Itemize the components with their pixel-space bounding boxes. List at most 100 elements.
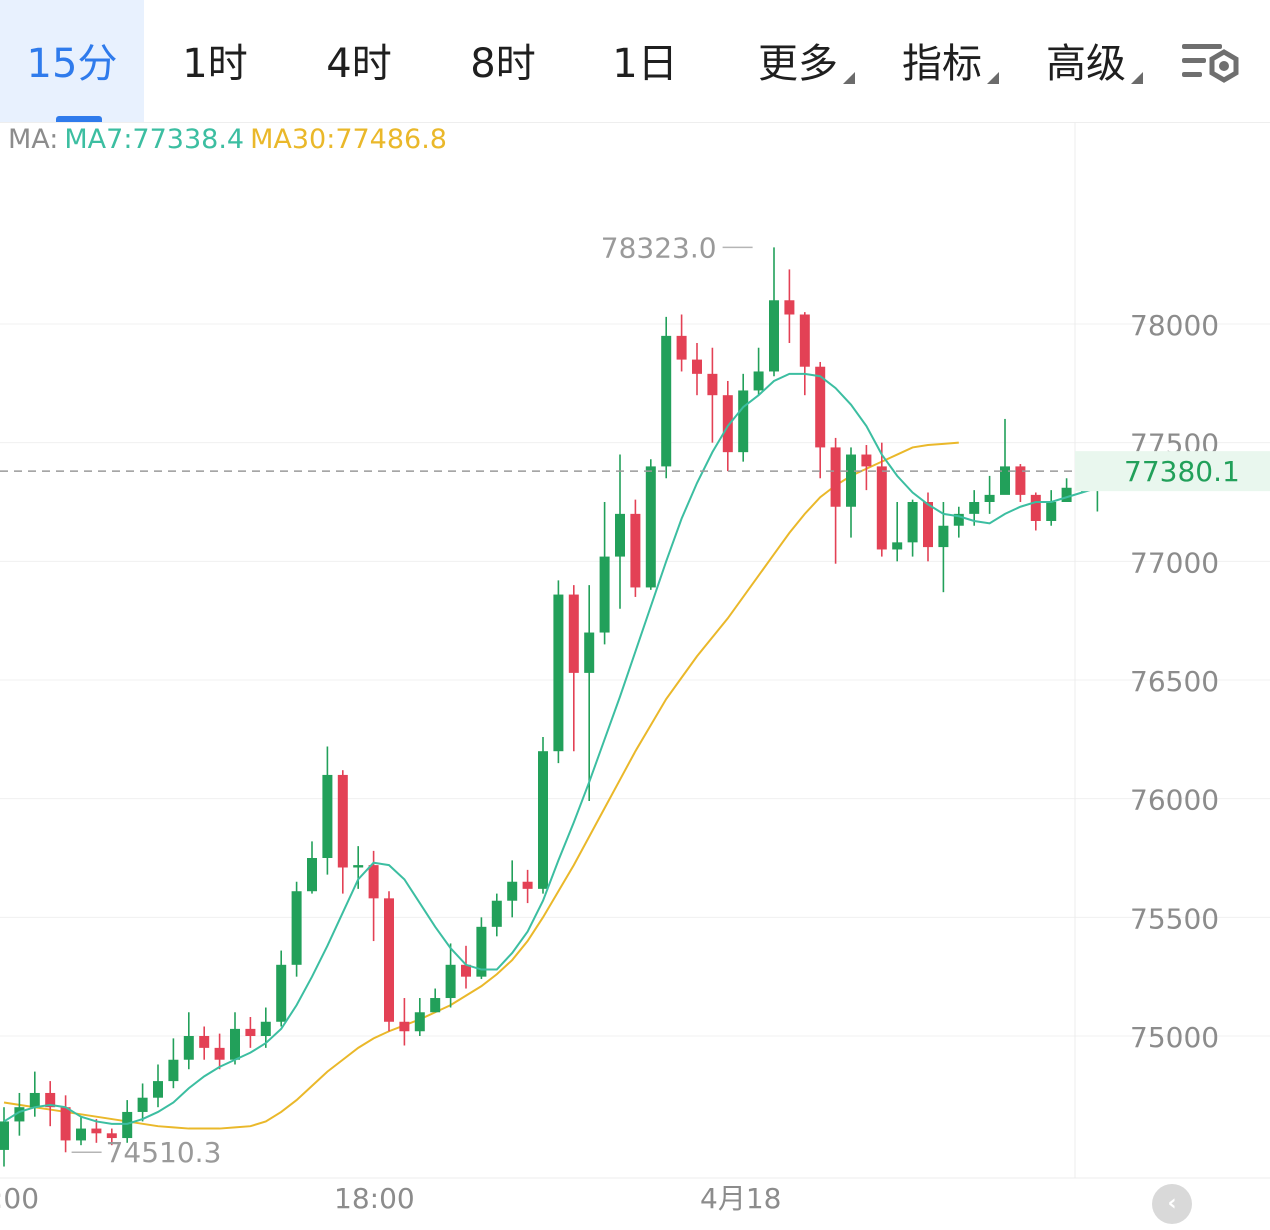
dropdown-caret-icon	[987, 72, 999, 84]
bullish-candle	[615, 454, 625, 609]
candle-body	[876, 466, 887, 550]
bullish-candle	[538, 736, 548, 894]
bullish-candle	[645, 459, 656, 590]
time-tick-label: 4月18	[700, 1182, 781, 1215]
tab-label: 15分	[26, 41, 118, 87]
bullish-candle	[584, 585, 595, 802]
ma7-value: MA7:77338.4	[64, 124, 245, 155]
collapse-button[interactable]: ‹	[1152, 1184, 1192, 1224]
candle-body	[183, 1036, 194, 1060]
bearish-candle	[60, 1095, 71, 1153]
candle-body	[553, 594, 564, 752]
price-tick-label: 77000	[1130, 546, 1219, 579]
bullish-candle	[892, 502, 903, 562]
bearish-candle	[707, 347, 718, 443]
candle-body	[907, 502, 918, 543]
candle-body	[1046, 502, 1057, 521]
candle-body	[91, 1128, 102, 1134]
bearish-candle	[876, 442, 887, 557]
bearish-candle	[830, 437, 841, 564]
candle-body	[1000, 466, 1010, 495]
tab-4h[interactable]: 4时	[304, 0, 414, 122]
candle-body	[846, 454, 856, 507]
tab-indicators-dropdown[interactable]: 指标	[882, 0, 1002, 122]
bearish-candle	[630, 499, 641, 597]
candle-body	[45, 1092, 56, 1108]
candle-body	[384, 898, 394, 1022]
low-price-label: 74510.3	[106, 1136, 222, 1169]
bullish-candle	[846, 447, 856, 538]
candle-body	[507, 881, 518, 901]
candle-body	[1061, 487, 1072, 502]
candle-body	[630, 513, 641, 588]
candle-body	[938, 525, 949, 548]
bearish-candle	[692, 342, 702, 396]
bullish-candle	[29, 1071, 40, 1117]
ma-prefix: MA:	[8, 124, 59, 155]
candle-body	[892, 542, 903, 550]
tab-1h[interactable]: 1时	[160, 0, 270, 122]
candle-body	[368, 865, 379, 899]
bearish-candle	[522, 869, 533, 904]
bullish-candle	[14, 1092, 25, 1136]
bearish-candle	[337, 770, 348, 894]
last-price-label: 77380.1	[1124, 455, 1240, 488]
bullish-candle	[969, 490, 980, 526]
candle-body	[784, 300, 795, 315]
active-tab-indicator	[56, 116, 102, 122]
candle-body	[461, 964, 471, 977]
candle-body	[230, 1028, 240, 1060]
bullish-candle	[153, 1064, 163, 1108]
bearish-candle	[106, 1128, 117, 1146]
tab-advanced-dropdown[interactable]: 高级	[1026, 0, 1146, 122]
settings-gear-icon	[1182, 44, 1239, 83]
tab-label: 高级	[1046, 41, 1126, 87]
extreme-markers: 78323.0 74510.3	[71, 231, 753, 1169]
bullish-candle	[307, 841, 317, 894]
bullish-candle	[122, 1100, 133, 1143]
candle-body	[260, 1021, 271, 1036]
settings-button[interactable]	[1180, 38, 1242, 90]
tab-label: 指标	[902, 41, 982, 87]
candle-body	[522, 881, 533, 889]
time-axis: :00 18:00 4月18	[0, 1182, 781, 1215]
high-price-label: 78323.0	[601, 231, 717, 264]
candle-body	[322, 774, 333, 858]
candle-body	[76, 1128, 86, 1141]
bullish-candle	[661, 316, 672, 479]
bullish-candle	[230, 1012, 240, 1065]
tab-8h[interactable]: 8时	[448, 0, 558, 122]
bullish-candle	[907, 499, 918, 557]
candle-body	[353, 865, 364, 868]
tab-more-dropdown[interactable]: 更多	[738, 0, 858, 122]
candle-body	[276, 964, 287, 1022]
candle-body	[414, 1012, 425, 1032]
candle-body	[969, 502, 980, 514]
bullish-candle	[769, 247, 779, 377]
bearish-candle	[214, 1033, 225, 1070]
candle-body	[399, 1021, 410, 1032]
candle-body	[1030, 494, 1041, 521]
candle-body	[799, 314, 810, 367]
bearish-candle	[91, 1119, 102, 1143]
bearish-candle	[199, 1026, 210, 1060]
tab-label: 8时	[470, 41, 536, 87]
candle-body	[430, 998, 441, 1013]
tab-1d[interactable]: 1日	[590, 0, 700, 122]
candles	[0, 247, 1103, 1167]
candle-body	[199, 1036, 210, 1048]
bearish-candle	[1015, 464, 1026, 502]
tab-label: 4时	[326, 41, 392, 87]
bullish-candle	[1061, 478, 1072, 502]
candle-body	[830, 447, 841, 507]
candle-body	[984, 494, 995, 502]
candle-body	[538, 751, 548, 889]
bullish-candle	[414, 998, 425, 1036]
tab-15min[interactable]: 15分	[0, 0, 144, 122]
bullish-candle	[507, 860, 518, 918]
price-tick-label: 75000	[1130, 1021, 1219, 1054]
candle-body	[106, 1133, 117, 1139]
candle-body	[291, 891, 302, 965]
